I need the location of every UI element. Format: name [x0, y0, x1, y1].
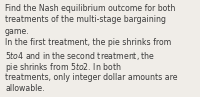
Text: allowable.: allowable.: [5, 84, 45, 93]
Text: Find the Nash equilibrium outcome for both: Find the Nash equilibrium outcome for bo…: [5, 4, 175, 13]
Text: pie shrinks from $5 to $2. In both: pie shrinks from $5 to $2. In both: [5, 61, 121, 74]
Text: In the first treatment, the pie shrinks from: In the first treatment, the pie shrinks …: [5, 38, 171, 47]
Text: treatments, only integer dollar amounts are: treatments, only integer dollar amounts …: [5, 73, 178, 82]
Text: treatments of the multi-stage bargaining: treatments of the multi-stage bargaining: [5, 15, 166, 24]
Text: $5 to $4 and in the second treatment, the: $5 to $4 and in the second treatment, th…: [5, 50, 155, 62]
Text: game.: game.: [5, 27, 30, 36]
